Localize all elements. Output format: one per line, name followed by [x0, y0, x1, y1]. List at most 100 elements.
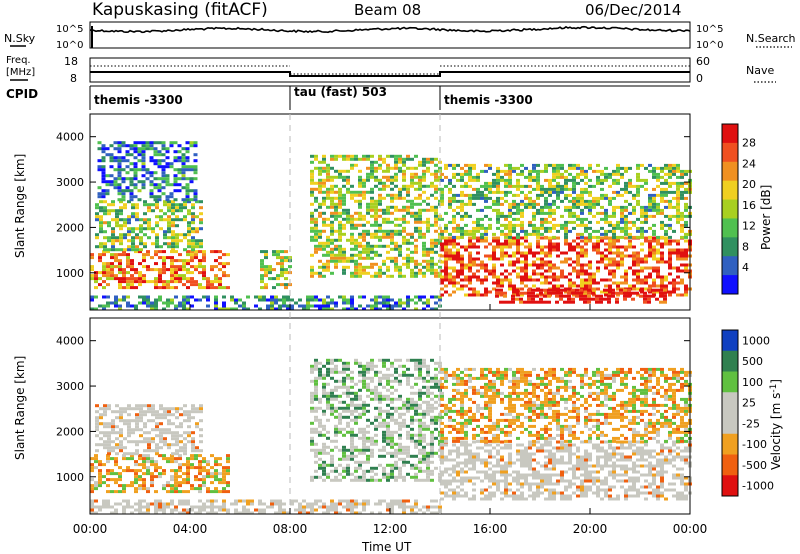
- echo-cell: [511, 300, 515, 304]
- echo-cell: [102, 505, 106, 509]
- echo-cell: [556, 169, 560, 173]
- echo-cell: [540, 184, 544, 188]
- echo-cell: [564, 175, 568, 179]
- echo-cell: [676, 287, 680, 291]
- echo-cell: [612, 172, 616, 176]
- echo-cell: [350, 166, 354, 170]
- echo-cell: [118, 484, 122, 488]
- echo-cell: [162, 283, 166, 287]
- echo-cell: [350, 220, 354, 224]
- echo-cell: [278, 502, 282, 506]
- echo-cell: [410, 250, 414, 254]
- echo-cell: [94, 274, 98, 278]
- echo-cell: [330, 454, 334, 458]
- echo-cell: [157, 162, 162, 166]
- echo-cell: [378, 301, 382, 305]
- echo-cell: [174, 286, 178, 290]
- echo-cell: [226, 253, 230, 257]
- echo-cell: [616, 251, 620, 255]
- echo-cell: [189, 141, 194, 145]
- echo-cell: [342, 193, 346, 197]
- echo-cell: [187, 245, 191, 249]
- echo-cell: [378, 295, 382, 299]
- echo-cell: [326, 394, 330, 398]
- echo-cell: [616, 190, 620, 194]
- echo-cell: [141, 174, 146, 178]
- echo-cell: [342, 385, 346, 389]
- echo-cell: [460, 178, 464, 182]
- echo-cell: [524, 184, 528, 188]
- echo-cell: [604, 214, 608, 218]
- echo-cell: [177, 177, 182, 181]
- echo-cell: [536, 208, 540, 212]
- echo-cell: [330, 388, 334, 392]
- echo-cell: [174, 271, 178, 275]
- echo-cell: [440, 245, 444, 249]
- echo-cell: [668, 217, 672, 221]
- echo-cell: [102, 295, 106, 299]
- echo-cell: [322, 427, 326, 431]
- echo-cell: [398, 457, 402, 461]
- echo-cell: [592, 272, 596, 276]
- echo-cell: [676, 293, 680, 297]
- echo-cell: [628, 232, 632, 236]
- echo-cell: [95, 419, 99, 423]
- echo-cell: [143, 425, 147, 429]
- echo-cell: [460, 263, 464, 267]
- echo-cell: [195, 215, 199, 219]
- echo-cell: [584, 290, 588, 294]
- echo-cell: [183, 419, 187, 423]
- echo-cell: [624, 181, 628, 185]
- echo-cell: [105, 147, 110, 151]
- echo-cell: [165, 198, 170, 202]
- echo-cell: [496, 169, 500, 173]
- echo-cell: [135, 203, 139, 207]
- echo-cell: [338, 427, 342, 431]
- echo-cell: [492, 202, 496, 206]
- echo-cell: [238, 511, 242, 515]
- echo-cell: [398, 187, 402, 191]
- echo-cell: [181, 147, 186, 151]
- echo-cell: [663, 297, 667, 301]
- echo-cell: [516, 217, 520, 221]
- echo-cell: [374, 388, 378, 392]
- echo-cell: [199, 218, 203, 222]
- echo-cell: [644, 178, 648, 182]
- echo-cell: [536, 175, 540, 179]
- echo-cell: [178, 280, 182, 284]
- echo-cell: [444, 184, 448, 188]
- echo-cell: [194, 466, 198, 470]
- echo-cell: [394, 259, 398, 263]
- echo-cell: [548, 254, 552, 258]
- echo-cell: [182, 274, 186, 278]
- echo-cell: [185, 186, 190, 190]
- echo-cell: [592, 278, 596, 282]
- echo-cell: [520, 251, 524, 255]
- echo-cell: [114, 457, 118, 461]
- echo-cell: [214, 460, 218, 464]
- echo-cell: [468, 193, 472, 197]
- echo-cell: [154, 475, 158, 479]
- echo-cell: [342, 307, 346, 311]
- echo-cell: [468, 178, 472, 182]
- echo-cell: [664, 232, 668, 236]
- echo-cell: [536, 266, 540, 270]
- echo-cell: [386, 265, 390, 269]
- echo-cell: [179, 218, 183, 222]
- echo-cell: [604, 193, 608, 197]
- echo-cell: [676, 199, 680, 203]
- echo-cell: [171, 224, 175, 228]
- echo-cell: [676, 214, 680, 218]
- echo-cell: [314, 460, 318, 464]
- echo-cell: [334, 301, 338, 305]
- echo-cell: [342, 199, 346, 203]
- echo-cell: [139, 440, 143, 444]
- echo-cell: [422, 184, 426, 188]
- echo-cell: [378, 229, 382, 233]
- echo-cell: [115, 236, 119, 240]
- echo-cell: [350, 427, 354, 431]
- echo-cell: [218, 256, 222, 260]
- echo-cell: [350, 235, 354, 239]
- echo-cell: [504, 226, 508, 230]
- echo-cell: [187, 440, 191, 444]
